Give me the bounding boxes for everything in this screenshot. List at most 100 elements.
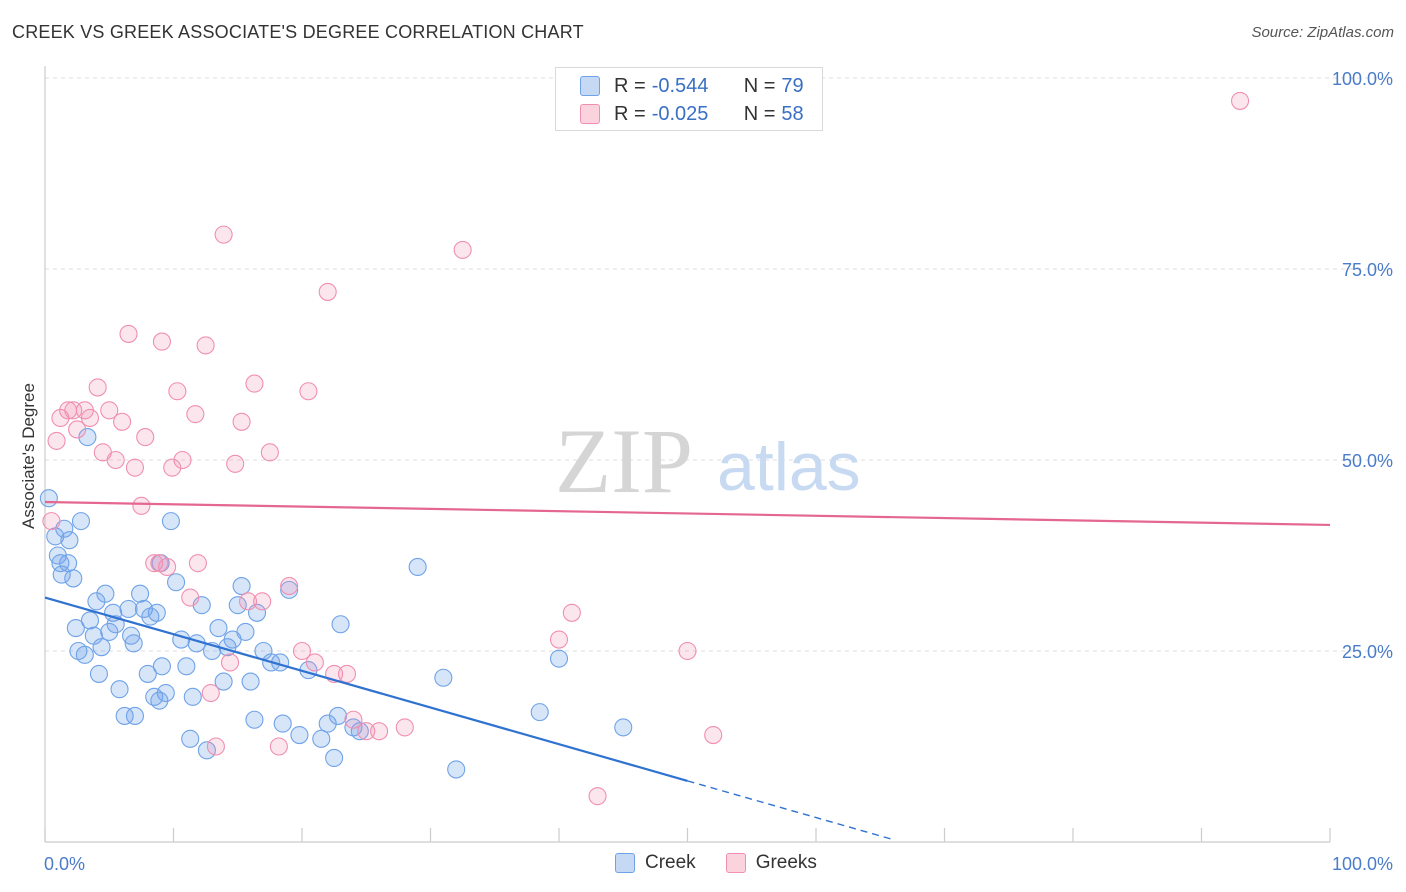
greeks-point <box>163 458 182 477</box>
greeks-point <box>245 374 264 393</box>
legend-n-label: N = <box>743 74 776 97</box>
creek-point <box>138 664 157 683</box>
y-tick-label: 25.0% <box>1342 642 1393 662</box>
watermark-atlas: atlas <box>717 429 861 505</box>
creek-point <box>214 672 233 691</box>
axis-labels: 25.0% 50.0% 75.0% 100.0% 0.0% 100.0% Associate… <box>19 69 1393 874</box>
creek-point <box>331 615 350 634</box>
creek-point <box>241 672 260 691</box>
greeks-point <box>47 431 66 450</box>
greeks-point <box>201 683 220 703</box>
creek-point <box>150 691 169 710</box>
creek-point <box>245 710 264 729</box>
creek-point <box>318 714 337 733</box>
greeks-point <box>357 722 376 741</box>
x-tick-label: 100.0% <box>1332 854 1393 874</box>
creek-point <box>209 619 228 638</box>
creek-point <box>119 599 138 619</box>
greeks-point <box>80 408 100 428</box>
greeks-point <box>370 722 389 741</box>
creek-point <box>232 577 251 596</box>
legend-r-value: -0.544 <box>651 74 709 97</box>
legend-row-greeks: R = -0.025 N = 58 <box>580 101 804 127</box>
greeks-point <box>206 737 225 756</box>
greeks-trend-line <box>44 500 1331 527</box>
stats-legend: R = -0.544 N = 79 R = -0.025 N = 58 <box>555 67 823 131</box>
legend-n-value: 79 <box>781 74 804 97</box>
greeks-point <box>214 225 233 244</box>
greeks-point <box>152 332 171 351</box>
greeks-point <box>318 282 337 301</box>
creek-point <box>39 489 58 508</box>
creek-point <box>100 622 119 641</box>
greeks-point <box>305 653 324 672</box>
greeks-point <box>344 710 363 729</box>
creek-point <box>51 554 70 573</box>
creek-trend-extension <box>687 780 894 841</box>
creek-point <box>167 573 186 592</box>
creek-point <box>177 657 196 676</box>
creek-point <box>59 554 78 573</box>
y-tick-label: 75.0% <box>1342 260 1393 280</box>
creek-point <box>614 718 633 737</box>
greeks-point <box>395 718 414 737</box>
y-tick-label: 50.0% <box>1342 451 1393 471</box>
creek-point <box>92 638 111 657</box>
creek-point <box>64 569 83 588</box>
trend-lines <box>44 500 1331 841</box>
y-tick-label: 100.0% <box>1332 69 1393 89</box>
creek-point <box>80 611 100 630</box>
x-tick-label: 0.0% <box>44 854 85 874</box>
greeks-point <box>188 554 207 573</box>
creek-point <box>115 706 134 725</box>
greeks-point <box>181 588 200 607</box>
watermark-zip: ZIP <box>555 410 693 512</box>
creek-point <box>71 512 91 531</box>
greeks-point <box>100 401 119 420</box>
creek-point <box>78 428 97 447</box>
creek-point <box>161 512 180 531</box>
creek-trend-line <box>44 596 688 782</box>
greeks-point <box>132 496 151 515</box>
legend-n-label: N = <box>743 102 776 125</box>
greeks-point <box>88 378 107 397</box>
greeks-point <box>220 653 240 672</box>
series-label-greeks: Greeks <box>755 852 817 873</box>
greeks-point <box>119 324 138 343</box>
greeks-point <box>136 428 155 447</box>
axes <box>44 66 1331 843</box>
creek-point <box>328 706 348 725</box>
creek-point <box>125 706 144 725</box>
creek-point <box>124 634 143 653</box>
creek-point <box>89 664 109 683</box>
creek-point <box>530 703 549 722</box>
legend-n-value: 58 <box>781 102 804 125</box>
greeks-point <box>168 382 187 401</box>
creek-point <box>147 603 166 622</box>
legend-r-label: R = <box>614 74 646 97</box>
creek-point <box>66 619 85 638</box>
legend-swatch-greeks <box>580 104 600 124</box>
greeks-point <box>678 641 697 661</box>
series-legend-greeks: Greeks <box>725 852 817 874</box>
legend-swatch-creek <box>580 76 600 96</box>
creek-point <box>228 596 247 615</box>
legend-r-value: -0.025 <box>651 102 709 125</box>
greeks-point <box>232 412 251 431</box>
creek-point <box>156 683 175 703</box>
greeks-point <box>113 412 132 431</box>
greeks-point <box>562 603 581 622</box>
creek-point <box>325 748 344 768</box>
greeks-point <box>269 737 288 756</box>
greeks-point <box>292 641 312 661</box>
creek-point <box>447 760 466 779</box>
creek-point <box>350 722 369 741</box>
greeks-point <box>1231 91 1250 110</box>
y-axis-title: Associate's Degree <box>19 383 38 529</box>
creek-point <box>152 657 171 676</box>
creek-point <box>273 714 292 733</box>
series-label-creek: Creek <box>645 852 696 873</box>
greeks-point <box>299 382 318 401</box>
series-swatch-greeks <box>725 853 746 873</box>
greeks-point <box>196 336 215 355</box>
